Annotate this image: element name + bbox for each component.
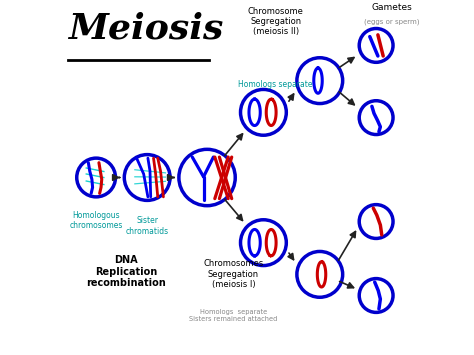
Text: Sister
chromatids: Sister chromatids: [126, 216, 169, 236]
Text: Chromosome
Segregation
(meiosis II): Chromosome Segregation (meiosis II): [248, 7, 304, 37]
Text: Homologs separate: Homologs separate: [238, 80, 313, 89]
Text: Homologs  separate
Sisters remained attached: Homologs separate Sisters remained attac…: [189, 308, 278, 322]
Text: DNA
Replication
recombination: DNA Replication recombination: [86, 255, 166, 288]
Text: Meiosis: Meiosis: [68, 12, 223, 46]
Text: (eggs or sperm): (eggs or sperm): [364, 18, 420, 25]
Text: Homologous
chromosomes: Homologous chromosomes: [69, 211, 123, 230]
Text: Gametes: Gametes: [372, 3, 412, 12]
Text: Chromosomes
Segregation
(meiosis I): Chromosomes Segregation (meiosis I): [203, 259, 264, 289]
